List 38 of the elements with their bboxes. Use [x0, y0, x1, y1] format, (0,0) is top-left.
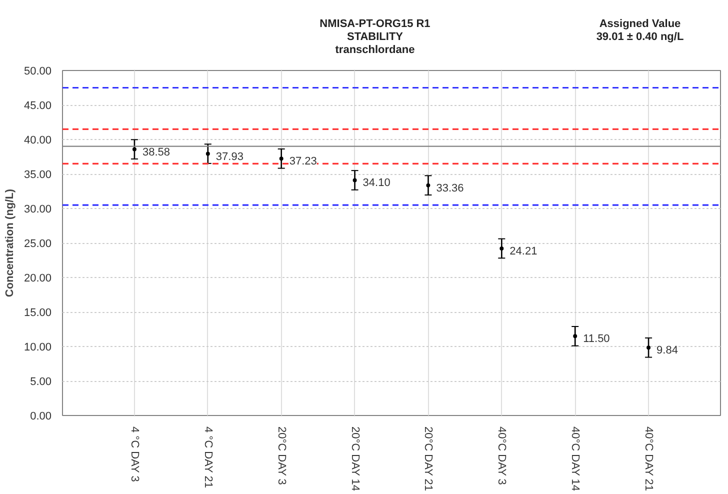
x-tick-label: 20°C DAY 21: [422, 426, 434, 492]
data-label: 37.23: [289, 156, 317, 168]
y-tick-label: 15.00: [24, 307, 52, 319]
data-label: 24.21: [510, 245, 538, 258]
point: [500, 246, 504, 250]
y-tick-label: 5.00: [30, 376, 52, 388]
point: [573, 334, 578, 338]
x-tick-label: 4 °C DAY 3: [128, 426, 140, 482]
data-label: 33.36: [436, 182, 464, 194]
x-tick-label: 40°C DAY 21: [642, 426, 655, 492]
point: [279, 156, 284, 161]
x-tick-label: 40°C DAY 3: [496, 426, 508, 485]
y-tick-label: 50.00: [24, 66, 52, 78]
x-tick-label: 20°C DAY 14: [348, 426, 361, 492]
y-tick-label: 40.00: [24, 134, 52, 146]
data-label: 9.84: [656, 344, 678, 357]
y-tick-label: 0.00: [30, 410, 52, 422]
x-tick-label: 20°C DAY 3: [275, 426, 288, 485]
point: [426, 183, 430, 188]
y-tick-label: 10.00: [24, 342, 52, 354]
point: [132, 147, 136, 152]
point: [206, 152, 210, 156]
y-tick-label: 20.00: [24, 272, 52, 284]
y-tick-label: 25.00: [24, 238, 52, 250]
data-label: 11.50: [583, 333, 610, 346]
point: [646, 346, 651, 350]
y-tick-label: 30.00: [24, 204, 52, 216]
text: Assigned Value 39.01 ± 0.40 ng/L: [595, 18, 685, 44]
y-tick-label: 35.00: [24, 169, 52, 181]
data-label: 37.93: [216, 150, 244, 163]
point: [352, 178, 357, 182]
data-label: 38.58: [142, 146, 170, 158]
data-label: 34.10: [362, 177, 390, 190]
y-axis-title: Concentration (ng/L): [4, 188, 16, 298]
x-tick-label: 4 °C DAY 21: [202, 426, 214, 488]
chart-title: NMISA-PT-ORG15 R1 STABILITY transchlordane: [318, 18, 432, 57]
x-tick-label: 40°C DAY 14: [569, 426, 582, 492]
y-tick-label: 45.00: [24, 100, 52, 112]
